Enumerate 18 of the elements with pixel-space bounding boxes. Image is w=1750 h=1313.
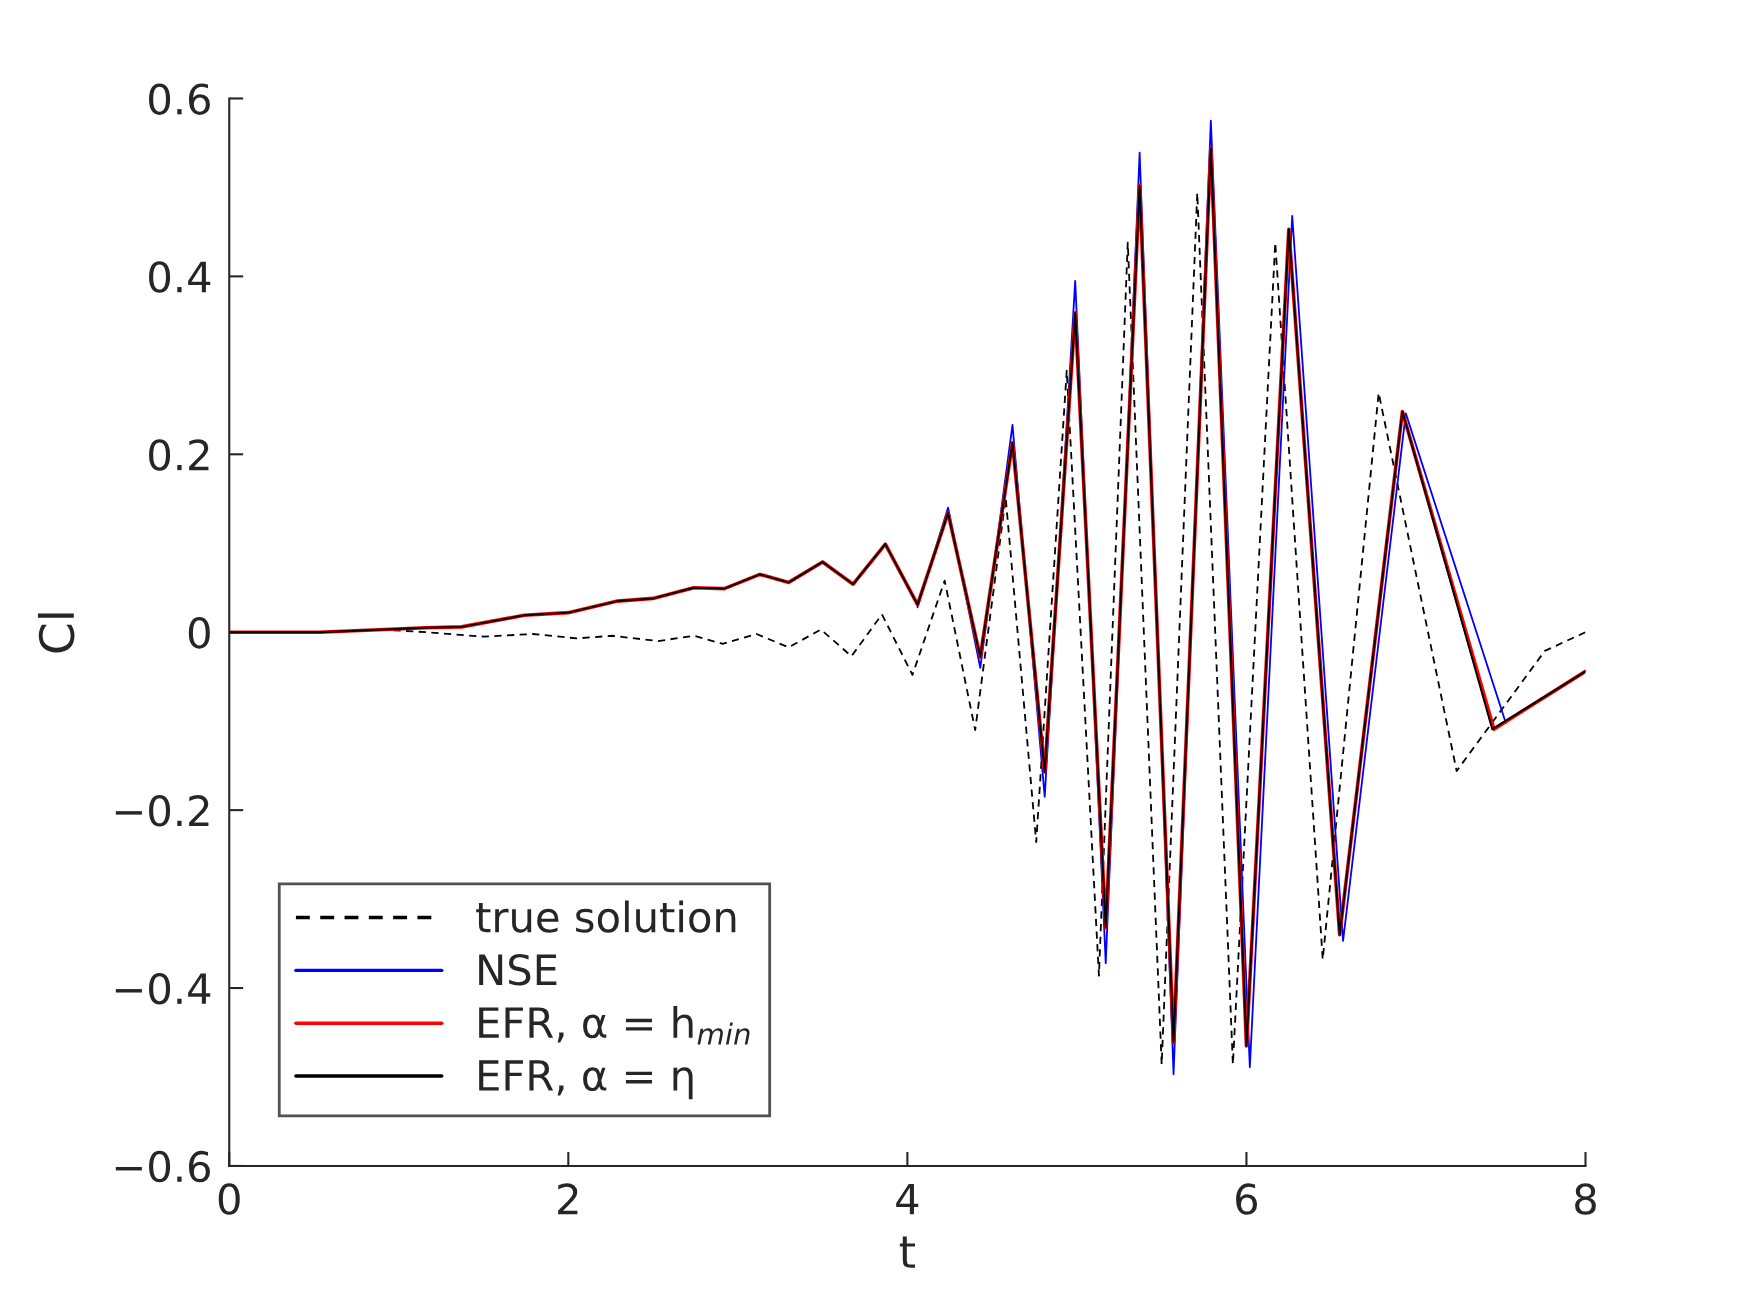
x-tick-label: 2 (558, 1183, 578, 1215)
y-tick-label: 0.4 (149, 261, 211, 293)
y-tick-label: 0.2 (149, 439, 209, 471)
x-tick-label: 6 (1236, 1183, 1258, 1215)
y-axis-title: Cl (37, 613, 75, 653)
y-tick-label: 0.6 (149, 83, 210, 115)
legend-label: NSE (479, 954, 557, 986)
legend-label: EFR, α = h$_{min}$ (479, 1006, 750, 1045)
x-tick-label: 8 (1575, 1183, 1596, 1215)
y-tick-label: 0 (188, 617, 210, 649)
legend-label: true solution (476, 900, 736, 933)
y-tick-label: −0.4 (115, 972, 211, 1005)
y-tick-label: −0.6 (115, 1150, 210, 1183)
y-tick-label: −0.2 (115, 795, 209, 827)
x-axis-title: t (899, 1236, 916, 1268)
x-tick-label: 0 (218, 1183, 240, 1215)
x-tick-label: 4 (896, 1183, 919, 1215)
legend-label: EFR, α = η (479, 1060, 693, 1100)
